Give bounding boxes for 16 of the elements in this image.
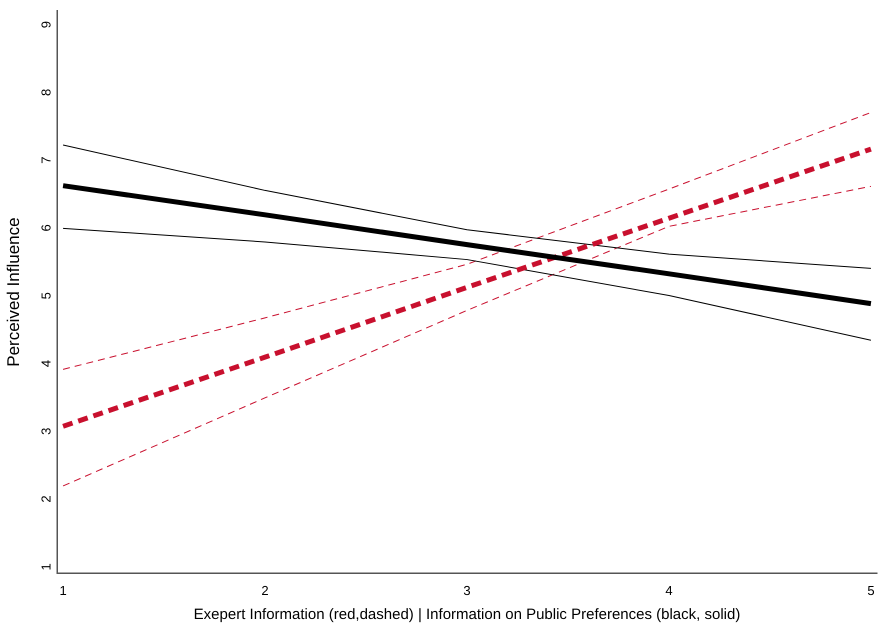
x-axis-title: Exepert Information (red,dashed) | Information on Public Preferences (black, solid) [194,606,740,624]
x-tick-label: 5 [867,582,875,598]
y-tick-label: 9 [38,20,54,28]
y-axis-title: Perceived Influence [4,217,23,367]
y-tick-label: 6 [38,224,54,232]
y-tick-label: 8 [38,88,54,96]
y-tick-label: 7 [38,156,54,164]
y-tick-label: 5 [38,292,54,300]
x-tick-label: 4 [665,582,673,598]
x-tick-label: 1 [59,582,67,598]
x-tick-label: 3 [463,582,471,598]
y-tick-label: 1 [38,563,54,570]
y-tick-label: 3 [38,428,54,435]
y-tick-label: 4 [38,360,54,368]
y-tick-label: 2 [38,495,54,503]
x-tick-label: 2 [261,582,269,598]
